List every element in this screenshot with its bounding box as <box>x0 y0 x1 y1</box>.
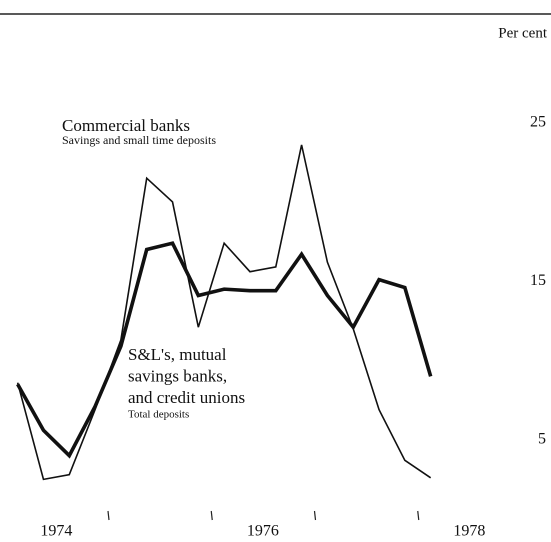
series-label: and credit unions <box>128 388 245 407</box>
x-tick-mark <box>313 510 317 521</box>
x-tick-label: 1976 <box>247 523 279 540</box>
series-line <box>16 144 432 481</box>
series-line <box>16 241 433 459</box>
series-label: S&L's, mutual <box>128 345 227 364</box>
x-tick-mark <box>107 510 110 521</box>
x-tick-label: 1978 <box>453 523 485 540</box>
y-tick-label: 5 <box>538 430 546 447</box>
series-label: savings banks, <box>128 366 227 385</box>
series-sublabel: Total deposits <box>128 409 189 421</box>
x-tick-mark <box>417 510 420 521</box>
series-sublabel: Savings and small time deposits <box>62 133 216 147</box>
y-axis-label: Per cent <box>498 25 548 41</box>
x-tick-mark <box>210 510 213 521</box>
y-tick-label: 15 <box>530 272 546 289</box>
y-tick-label: 25 <box>530 113 546 130</box>
series-label: Commercial banks <box>62 116 190 135</box>
x-tick-label: 1974 <box>40 523 72 540</box>
